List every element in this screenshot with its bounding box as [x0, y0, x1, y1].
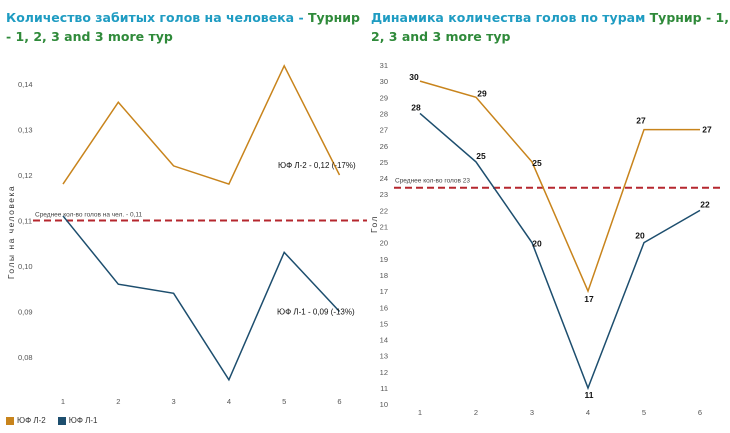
left-y-tick-label: 0,12: [18, 171, 33, 180]
right-y-tick-label: 10: [380, 400, 388, 409]
right-data-label-series2: 22: [700, 199, 710, 209]
left-x-tick-label: 3: [172, 397, 176, 406]
left-y-tick-label: 0,14: [18, 80, 33, 89]
right-x-tick-label: 6: [698, 408, 702, 417]
left-x-tick-label: 5: [282, 397, 286, 406]
legend-label-series1: ЮФ Л-2: [17, 416, 46, 425]
right-y-tick-label: 24: [380, 174, 388, 183]
right-y-tick-label: 17: [380, 287, 388, 296]
left-annotation-series1: ЮФ Л-2 - 0,12 (-17%): [278, 161, 356, 170]
left-y-tick-label: 0,08: [18, 353, 33, 362]
right-y-tick-label: 15: [380, 319, 388, 328]
legend-swatch-series2: [57, 416, 66, 425]
left-annotation-series2: ЮФ Л-1 - 0,09 (-13%): [277, 308, 355, 317]
legend-label-series2: ЮФ Л-1: [68, 416, 98, 425]
right-data-label-series1: 17: [584, 294, 594, 304]
right-chart-title: Динамика количества голов по турам Турни…: [371, 8, 729, 46]
left-y-tick-label: 0,13: [18, 126, 33, 135]
right-y-tick-label: 31: [380, 61, 388, 70]
right-data-label-series2: 20: [635, 231, 645, 241]
right-x-tick-label: 2: [474, 408, 478, 417]
left-x-tick-label: 6: [337, 397, 341, 406]
right-data-label-series1: 27: [702, 125, 712, 135]
right-data-label-series1: 29: [477, 88, 487, 98]
right-y-tick-label: 27: [380, 126, 388, 135]
left-y-tick-label: 0,11: [18, 217, 32, 226]
left-x-tick-label: 1: [61, 397, 65, 406]
right-y-tick-label: 19: [380, 255, 388, 264]
legend-swatch-series1: [6, 416, 14, 425]
left-series-line-1: [62, 64, 341, 186]
right-series-line-2: [419, 112, 701, 391]
right-y-tick-label: 22: [380, 206, 388, 215]
left-average-label: Среднее кол-во голов на чел. - 0,11: [35, 212, 143, 219]
legend-item-series1: ЮФ Л-2: [6, 416, 46, 425]
right-y-tick-label: 30: [380, 77, 388, 86]
right-data-label-series2: 20: [532, 239, 542, 249]
left-y-tick-label: 0,10: [18, 262, 33, 271]
right-title-tournament: Турнир - 1, 2, 3 and 3 more тур: [371, 10, 729, 44]
right-y-axis-label: Гол: [369, 215, 379, 233]
right-data-label-series1: 27: [636, 116, 646, 126]
right-y-tick-label: 29: [380, 93, 388, 102]
right-data-label-series1: 25: [532, 158, 542, 168]
right-y-tick-label: 28: [380, 109, 388, 118]
left-x-tick-label: 4: [227, 397, 231, 406]
right-data-label-series2: 11: [585, 390, 594, 400]
right-x-tick-label: 3: [530, 408, 534, 417]
right-y-tick-label: 20: [380, 239, 388, 248]
right-data-label-series2: 28: [411, 102, 421, 112]
right-data-label-series2: 25: [476, 151, 486, 161]
legend: ЮФ Л-2 ЮФ Л-1: [6, 416, 98, 425]
right-y-tick-label: 25: [380, 158, 388, 167]
right-y-tick-label: 14: [380, 336, 388, 345]
legend-item-series2: ЮФ Л-1: [57, 416, 98, 425]
right-y-tick-label: 16: [380, 303, 388, 312]
left-x-tick-label: 2: [116, 397, 120, 406]
right-x-tick-label: 1: [418, 408, 422, 417]
left-chart-title: Количество забитых голов на человека - Т…: [6, 8, 368, 46]
right-y-tick-label: 12: [380, 368, 388, 377]
right-title-main: Динамика количества голов по турам: [371, 10, 650, 25]
left-series-line-2: [62, 215, 341, 382]
left-title-tournament: Турнир - 1, 2, 3 and 3 more тур: [6, 10, 360, 44]
right-y-tick-label: 23: [380, 190, 388, 199]
right-x-tick-label: 4: [586, 408, 590, 417]
right-data-label-series1: 30: [409, 72, 419, 82]
right-y-tick-label: 18: [380, 271, 388, 280]
right-y-tick-label: 11: [380, 384, 388, 393]
right-y-tick-label: 26: [380, 142, 388, 151]
right-x-tick-label: 5: [642, 408, 646, 417]
left-y-tick-label: 0,09: [18, 308, 33, 317]
left-y-axis-label: Голы на человека: [6, 185, 16, 279]
right-y-tick-label: 21: [380, 223, 388, 232]
right-y-tick-label: 13: [380, 352, 388, 361]
right-average-label: Среднее кол-во голов 23: [395, 178, 470, 185]
left-title-main: Количество забитых голов на человека -: [6, 10, 308, 25]
right-series-line-1: [419, 80, 700, 294]
